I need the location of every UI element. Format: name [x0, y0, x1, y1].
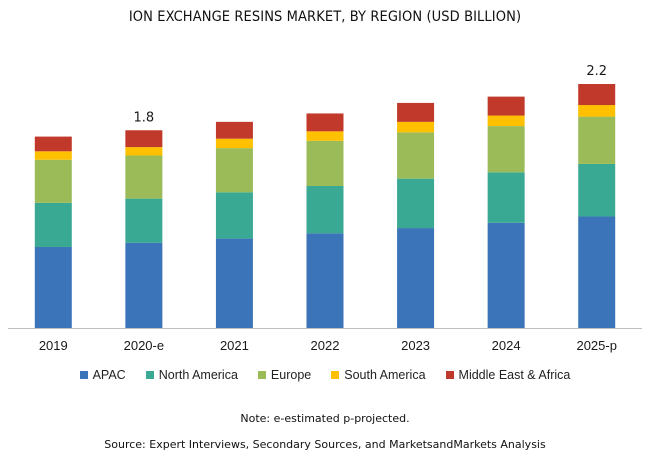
bar-segment-north-america-2022	[306, 186, 344, 234]
bar-segment-europe-2024	[487, 126, 525, 173]
legend-label: North America	[158, 368, 238, 382]
legend: APAC North America Europe South America Midd…	[0, 368, 650, 382]
bar-segment-europe-2023	[397, 132, 435, 179]
legend-item-europe: Europe	[257, 368, 312, 382]
chart-source: Source: Expert Interviews, Secondary Sou…	[104, 438, 546, 451]
bar-segment-apac-2022	[306, 233, 344, 328]
bar-segment-apac-2025-p	[578, 216, 616, 328]
x-tick-label: 2021	[220, 338, 249, 353]
x-tick-label: 2019	[39, 338, 68, 353]
legend-item-apac: APAC	[79, 368, 126, 382]
chart-note: Note: e-estimated p-projected.	[240, 412, 410, 425]
bar-segment-south-america-2025-p	[578, 105, 616, 117]
legend-label: Middle East & Africa	[458, 368, 571, 382]
bar-segment-apac-2021	[215, 238, 253, 328]
bar-segment-north-america-2024	[487, 172, 525, 223]
bar-segment-middle-east-africa-2025-p	[578, 84, 616, 106]
bar-segment-apac-2020-e	[125, 242, 163, 328]
x-tick-label: 2024	[492, 338, 521, 353]
bar-segment-north-america-2023	[397, 178, 435, 229]
bar-segment-apac-2019	[34, 247, 72, 328]
bar-segment-south-america-2019	[34, 151, 72, 160]
legend-item-south-america: South America	[331, 368, 426, 382]
bar-segment-south-america-2021	[215, 138, 253, 149]
bar-segment-middle-east-africa-2021	[215, 121, 253, 139]
chart-plot: 2019 2020-e 2021 2022 2023 2024 2025-p 1.8 2.2	[8, 64, 642, 353]
bar-segment-apac-2023	[397, 228, 435, 328]
bar-segment-south-america-2024	[487, 115, 525, 127]
bar-segment-middle-east-africa-2023	[397, 102, 435, 122]
x-tick-label: 2020-e	[124, 338, 164, 353]
bar-segment-europe-2022	[306, 140, 344, 187]
bar-segment-south-america-2020-e	[125, 147, 163, 156]
bar-segment-middle-east-africa-2024	[487, 96, 525, 116]
bar-segment-middle-east-africa-2022	[306, 113, 344, 132]
bar-group	[34, 84, 616, 328]
legend-swatch	[445, 371, 454, 379]
bar-segment-south-america-2023	[397, 121, 435, 133]
x-axis-labels: 2019 2020-e 2021 2022 2023 2024 2025-p	[39, 338, 617, 353]
legend-swatch	[145, 371, 154, 379]
bar-segment-north-america-2021	[215, 192, 253, 239]
bar-segment-europe-2025-p	[578, 116, 616, 164]
legend-swatch	[257, 371, 266, 379]
bar-segment-middle-east-africa-2020-e	[125, 130, 163, 148]
bar-segment-middle-east-africa-2019	[34, 136, 72, 152]
x-tick-label: 2023	[401, 338, 430, 353]
legend-label: APAC	[92, 368, 126, 382]
x-tick-label: 2022	[311, 338, 340, 353]
chart-title: ION EXCHANGE RESINS MARKET, BY REGION (U…	[128, 9, 522, 25]
data-label-total: 1.8	[134, 110, 155, 125]
data-label-total: 2.2	[586, 64, 607, 79]
bar-segment-europe-2019	[34, 159, 72, 203]
bar-segment-apac-2024	[487, 222, 525, 328]
bar-segment-south-america-2022	[306, 131, 344, 141]
legend-label: Europe	[270, 368, 312, 382]
bar-segment-north-america-2019	[34, 202, 72, 248]
bar-segment-europe-2021	[215, 148, 253, 193]
legend-label: South America	[344, 368, 426, 382]
data-labels: 1.8 2.2	[134, 64, 608, 125]
x-tick-label: 2025-p	[576, 338, 616, 353]
bar-segment-north-america-2025-p	[578, 163, 616, 217]
bar-segment-north-america-2020-e	[125, 198, 163, 243]
legend-item-middle-east-africa: Middle East & Africa	[445, 368, 571, 382]
bar-segment-europe-2020-e	[125, 155, 163, 199]
legend-swatch	[79, 371, 88, 379]
legend-item-north-america: North America	[145, 368, 238, 382]
legend-swatch	[331, 371, 340, 379]
